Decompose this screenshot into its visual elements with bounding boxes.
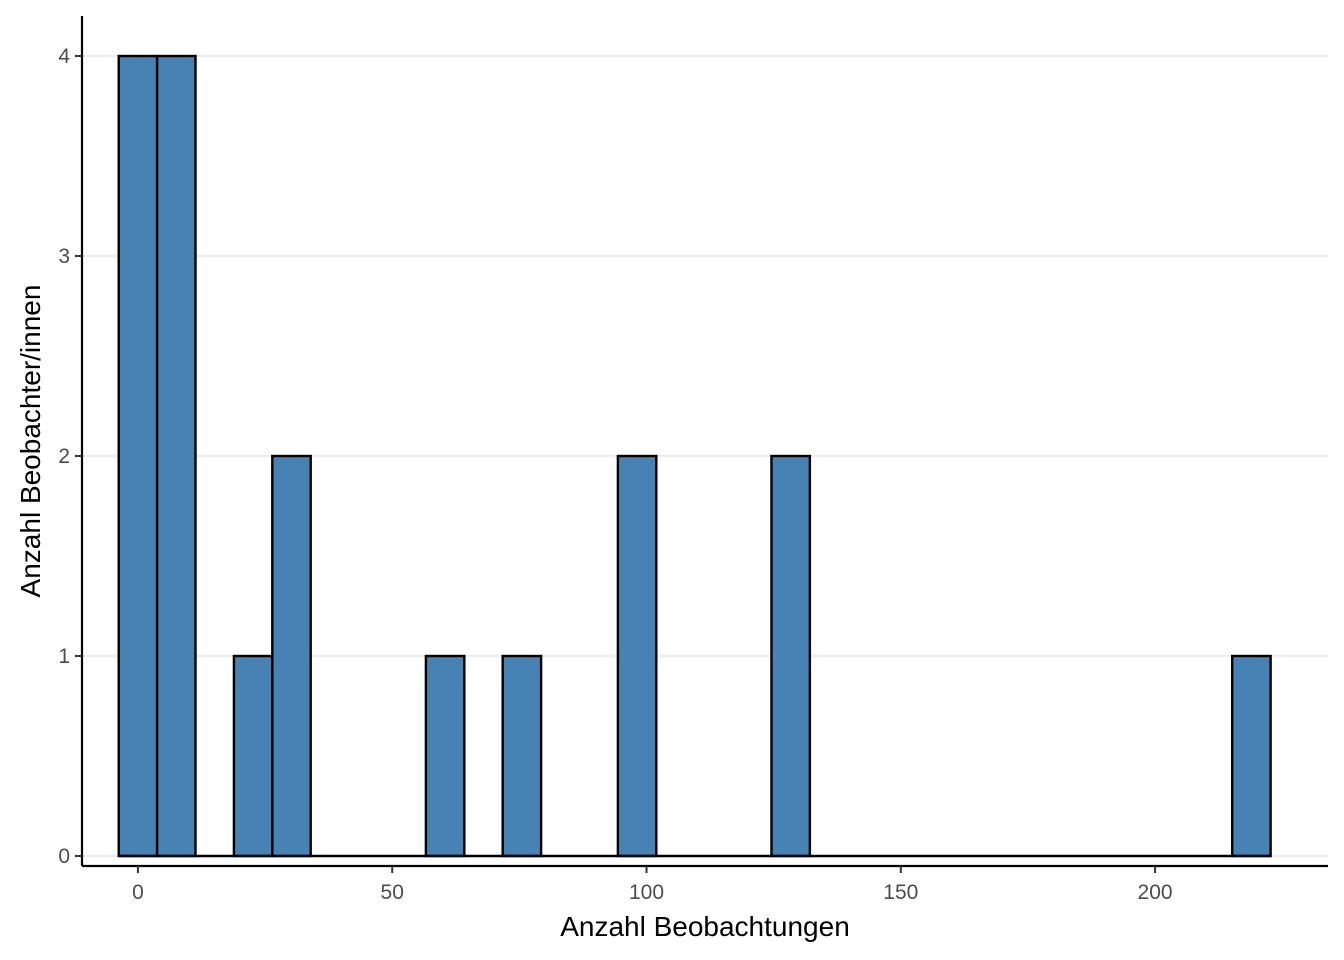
axes xyxy=(75,16,1328,873)
x-axis-title: Anzahl Beobachtungen xyxy=(560,911,850,942)
histogram-bar xyxy=(501,654,543,858)
y-tick-label: 2 xyxy=(58,445,70,468)
histogram-bar xyxy=(616,454,658,858)
y-tick-label: 1 xyxy=(58,645,70,668)
tick-labels: 0 1 2 3 4 0 50 100 150 200 xyxy=(58,45,1172,904)
histogram-bar xyxy=(1231,654,1272,858)
histogram-bar xyxy=(271,454,312,858)
x-tick-label: 100 xyxy=(629,881,664,904)
histogram-bar xyxy=(155,54,197,858)
y-axis-title: Anzahl Beobachter/innen xyxy=(15,285,46,598)
y-tick-label: 0 xyxy=(58,845,70,868)
x-tick-label: 50 xyxy=(381,881,404,904)
x-tick-label: 200 xyxy=(1138,881,1173,904)
x-tick-label: 150 xyxy=(883,881,918,904)
y-tick-label: 3 xyxy=(58,245,70,268)
histogram-bar xyxy=(117,54,159,858)
x-tick-label: 0 xyxy=(132,881,144,904)
histogram-bar xyxy=(770,454,812,858)
y-tick-label: 4 xyxy=(58,45,70,68)
histogram-bar xyxy=(232,654,274,858)
histogram-bar xyxy=(424,654,466,858)
bars xyxy=(117,54,1272,858)
